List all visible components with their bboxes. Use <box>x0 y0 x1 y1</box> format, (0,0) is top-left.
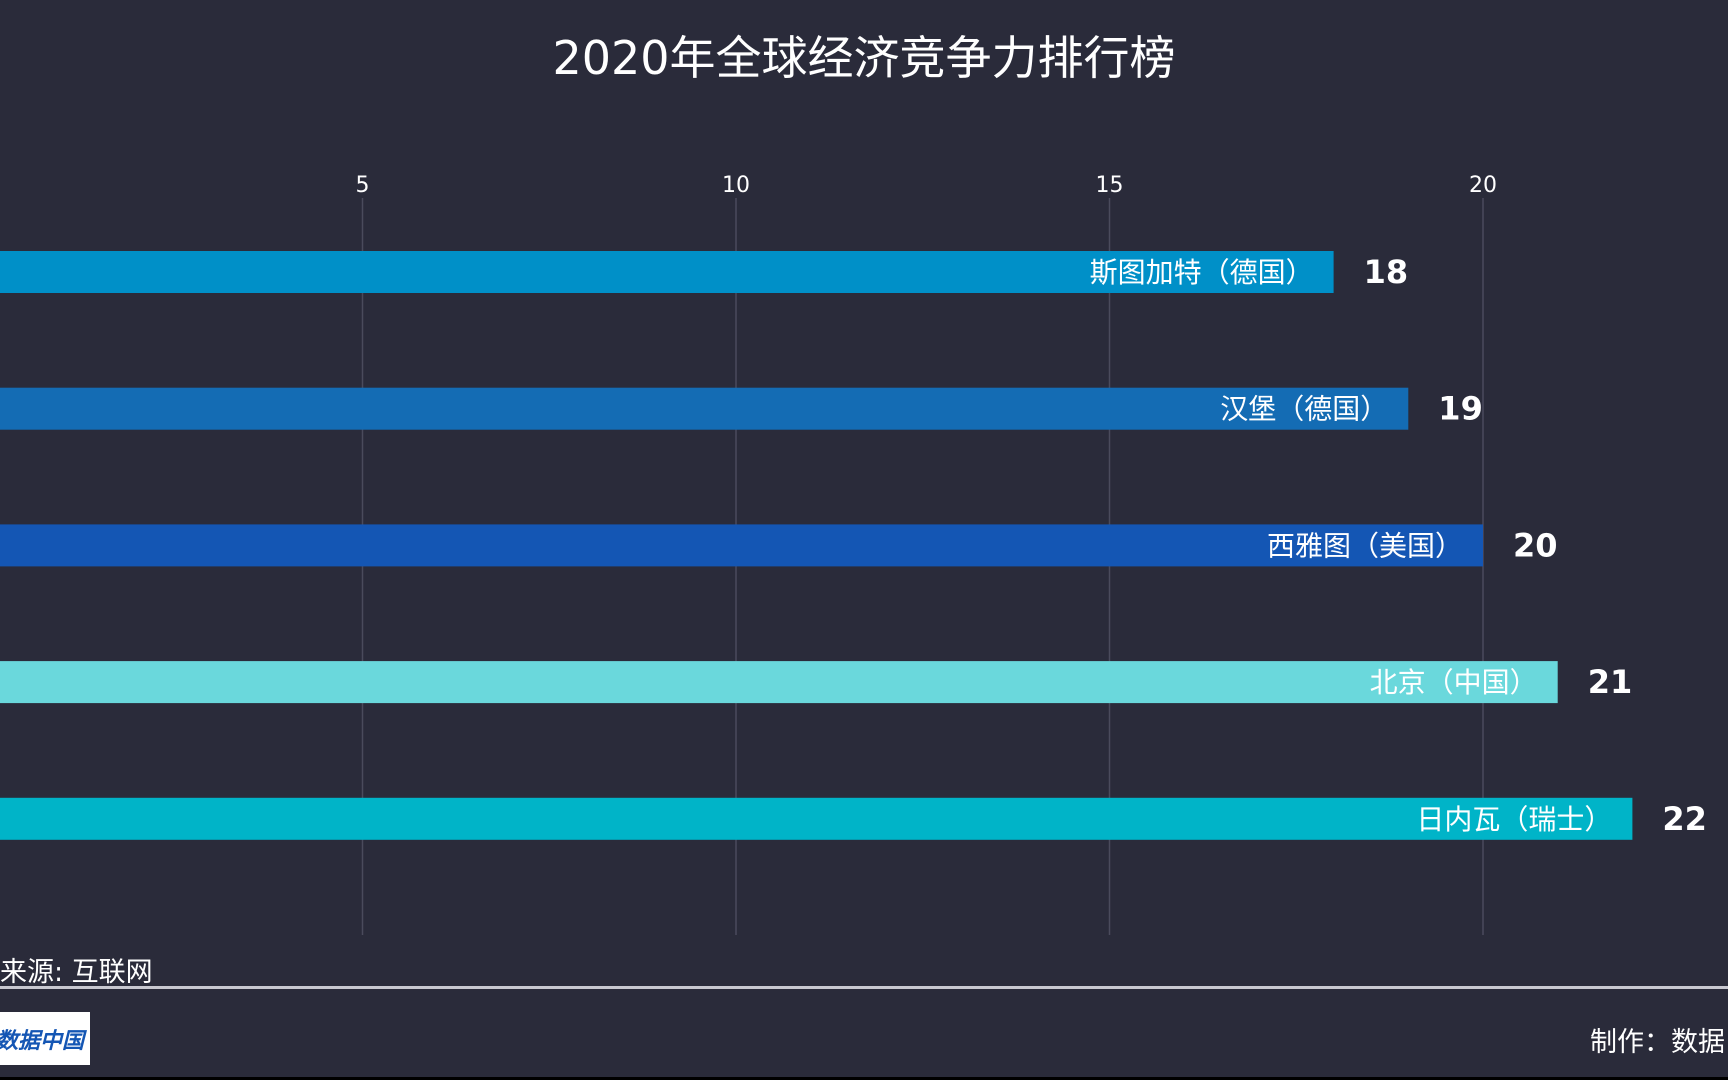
bar <box>0 661 1558 704</box>
bar <box>0 524 1483 567</box>
divider <box>0 986 1728 989</box>
bar-value-label: 20 <box>1513 526 1558 564</box>
bottom-strip <box>0 1077 1728 1080</box>
bar <box>0 387 1409 430</box>
bar-value-label: 22 <box>1662 800 1707 838</box>
credit-text: 制作：数据 <box>1590 1027 1725 1058</box>
bar-category-label: 北京（中国） <box>1370 666 1538 699</box>
source-note: 来源: 互联网 <box>0 957 153 988</box>
bar-category-label: 日内瓦（瑞士） <box>1416 803 1612 836</box>
bar <box>0 797 1633 840</box>
chart-title: 2020年全球经济竞争力排行榜 <box>552 31 1176 85</box>
bar-chart: 5 10 15 20 斯图加特（德国） 18 汉堡（德国） 19 西雅图（美国） 20 北京（中国）… <box>0 173 1707 935</box>
x-tick-label: 20 <box>1469 173 1497 198</box>
x-tick-label: 10 <box>722 173 750 198</box>
bar-value-label: 18 <box>1364 253 1409 291</box>
bar-category-label: 西雅图（美国） <box>1267 529 1463 562</box>
x-tick-label: 15 <box>1096 173 1124 198</box>
bar <box>0 251 1334 293</box>
bar-category-label: 汉堡（德国） <box>1220 393 1388 426</box>
bar-category-label: 斯图加特（德国） <box>1090 256 1314 289</box>
x-tick-label: 5 <box>356 173 370 198</box>
logo-text: 数据中国 <box>0 1028 84 1054</box>
bar-value-label: 21 <box>1588 663 1633 701</box>
logo: 数据中国 <box>0 1012 90 1065</box>
bar-value-label: 19 <box>1438 390 1483 428</box>
